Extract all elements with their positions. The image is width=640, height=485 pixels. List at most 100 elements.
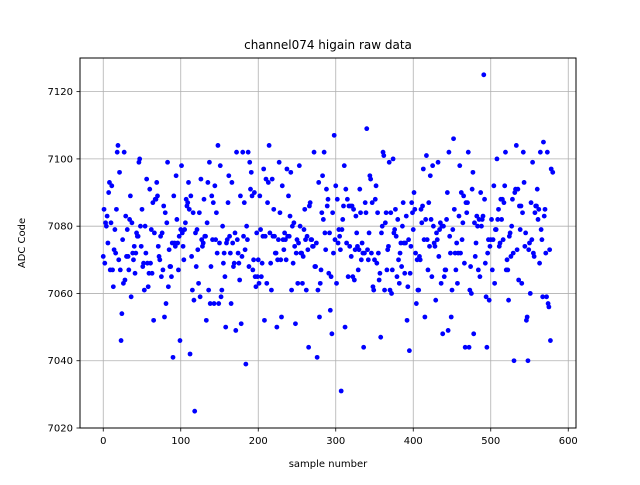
data-point	[247, 159, 253, 165]
data-point	[241, 233, 246, 239]
data-point	[170, 354, 176, 360]
data-point	[300, 280, 305, 286]
data-point	[282, 230, 287, 236]
data-point	[192, 408, 198, 414]
data-point	[251, 257, 256, 263]
data-point	[489, 267, 495, 273]
data-point	[411, 190, 417, 195]
data-point	[193, 264, 199, 269]
data-point	[204, 220, 210, 226]
data-point	[429, 274, 435, 280]
y-tick-label: 7120	[48, 87, 73, 98]
data-point	[319, 210, 325, 216]
data-point	[316, 180, 322, 185]
data-point	[122, 277, 128, 283]
data-point	[100, 254, 106, 259]
data-point	[446, 149, 452, 155]
data-point	[362, 200, 368, 206]
data-point	[330, 210, 336, 216]
data-point	[333, 183, 339, 189]
data-point	[258, 227, 263, 232]
data-point	[321, 149, 327, 155]
data-point	[505, 267, 511, 273]
data-point	[105, 240, 111, 246]
data-point	[160, 267, 166, 273]
data-point	[444, 190, 450, 195]
data-point	[261, 166, 267, 172]
data-point	[271, 206, 277, 212]
data-point	[548, 338, 553, 343]
data-point	[262, 317, 267, 323]
data-point	[468, 291, 474, 296]
data-point	[475, 223, 480, 229]
data-point	[466, 344, 472, 350]
data-point	[265, 180, 271, 185]
data-point	[406, 348, 412, 354]
data-point	[408, 243, 414, 249]
data-point	[494, 156, 500, 162]
data-point	[212, 183, 218, 189]
data-point	[496, 206, 501, 212]
data-point	[362, 250, 367, 256]
data-point	[185, 200, 191, 206]
data-point	[257, 193, 263, 199]
data-point	[127, 217, 132, 222]
data-point	[434, 237, 440, 243]
data-point	[434, 230, 439, 236]
data-point	[369, 250, 374, 256]
data-point	[142, 223, 148, 229]
data-point	[470, 169, 476, 175]
data-point	[454, 240, 460, 246]
data-point	[259, 260, 265, 266]
data-point	[255, 257, 261, 263]
data-point	[433, 297, 439, 303]
data-point	[245, 237, 250, 243]
data-point	[500, 237, 506, 243]
data-point	[117, 169, 122, 175]
data-point	[314, 354, 320, 360]
data-point	[400, 223, 405, 229]
data-point	[416, 287, 422, 293]
data-point	[243, 361, 249, 367]
data-point	[448, 314, 454, 320]
data-point	[200, 240, 206, 246]
data-point	[231, 260, 237, 266]
data-point	[383, 210, 389, 216]
data-point	[410, 227, 416, 232]
data-point	[283, 257, 289, 263]
data-point	[210, 200, 216, 206]
data-point	[320, 173, 325, 179]
axis-ticks: 0 100 200 300 400 500 600 7020 7040 7060 7080 7100 7…	[48, 87, 578, 447]
data-point	[450, 227, 456, 232]
data-point	[472, 254, 478, 259]
data-point	[365, 247, 370, 253]
data-point	[177, 338, 183, 343]
data-point	[228, 301, 234, 306]
data-point	[189, 254, 195, 259]
data-point	[220, 223, 226, 229]
plot-frame	[79, 57, 577, 429]
data-point	[480, 213, 486, 219]
x-axis-label: sample number	[289, 459, 368, 470]
data-point	[208, 264, 214, 269]
data-point	[217, 163, 223, 169]
data-point	[198, 176, 204, 182]
data-point	[517, 227, 523, 232]
data-point	[412, 206, 418, 212]
data-point	[338, 388, 344, 394]
data-point	[174, 217, 180, 222]
data-point	[220, 260, 226, 266]
data-point	[291, 220, 297, 226]
data-point	[238, 193, 243, 199]
data-point	[448, 250, 453, 256]
data-point	[273, 250, 279, 256]
data-point	[402, 270, 408, 276]
data-point	[141, 260, 146, 266]
data-point	[344, 240, 349, 246]
data-point	[217, 240, 222, 246]
data-point	[315, 287, 321, 293]
data-point	[339, 227, 345, 232]
data-point	[394, 274, 400, 280]
data-point	[501, 200, 507, 206]
data-point	[187, 351, 193, 357]
